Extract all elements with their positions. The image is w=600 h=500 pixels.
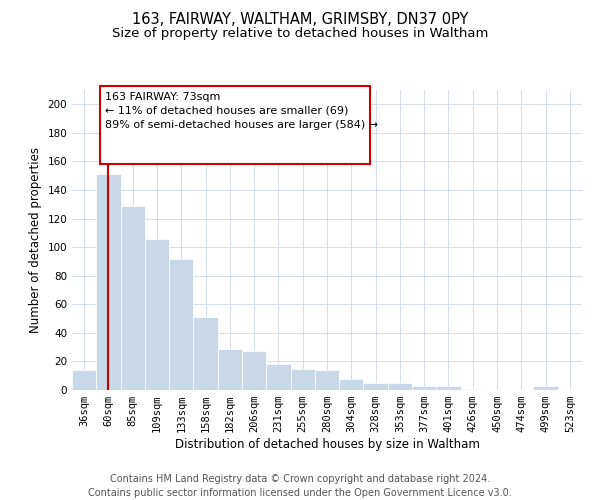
Text: Size of property relative to detached houses in Waltham: Size of property relative to detached ho… (112, 28, 488, 40)
Bar (364, 383, 388, 390)
FancyBboxPatch shape (100, 86, 370, 164)
Bar (412, 386, 436, 390)
Bar (436, 386, 461, 390)
Bar (315, 370, 339, 390)
Bar (533, 386, 558, 390)
Bar (339, 378, 364, 390)
Bar (121, 206, 145, 390)
Bar (193, 317, 218, 390)
Bar (72, 370, 96, 390)
Bar (242, 352, 266, 390)
X-axis label: Distribution of detached houses by size in Waltham: Distribution of detached houses by size … (175, 438, 479, 451)
Text: Contains HM Land Registry data © Crown copyright and database right 2024.
Contai: Contains HM Land Registry data © Crown c… (88, 474, 512, 498)
Y-axis label: Number of detached properties: Number of detached properties (29, 147, 42, 333)
Bar (388, 383, 412, 390)
Bar (290, 368, 315, 390)
Bar (461, 388, 485, 390)
Bar (145, 238, 169, 390)
Bar (218, 348, 242, 390)
Text: 163, FAIRWAY, WALTHAM, GRIMSBY, DN37 0PY: 163, FAIRWAY, WALTHAM, GRIMSBY, DN37 0PY (132, 12, 468, 28)
Bar (96, 174, 121, 390)
Text: 163 FAIRWAY: 73sqm
← 11% of detached houses are smaller (69)
89% of semi-detache: 163 FAIRWAY: 73sqm ← 11% of detached hou… (105, 92, 378, 130)
Bar (169, 258, 193, 390)
Bar (266, 364, 290, 390)
